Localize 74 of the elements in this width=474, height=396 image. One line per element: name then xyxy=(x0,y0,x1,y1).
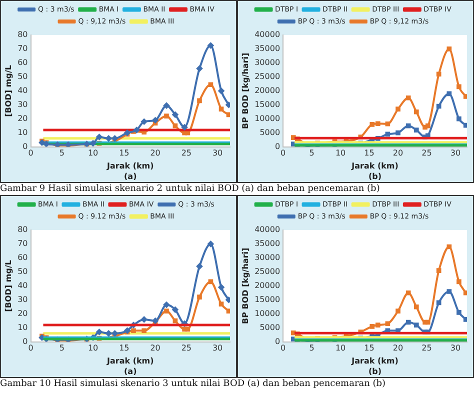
x-axis-title: Jarak (km) xyxy=(106,161,154,170)
y-tick-label: 20000 xyxy=(254,86,280,95)
y-tick-label: 40000 xyxy=(254,30,280,40)
x-tick-label: 20 xyxy=(392,148,404,158)
x-tick-label: 20 xyxy=(150,148,160,158)
y-tick-label: 0 xyxy=(274,142,280,151)
y-tick-label: 10000 xyxy=(254,308,280,318)
x-tick-label: 30 xyxy=(450,148,461,158)
y-tick-label: 50 xyxy=(18,72,28,82)
x-tick-label: 5 xyxy=(59,344,64,353)
y-tick-label: 60 xyxy=(18,253,28,262)
y-tick-label: 0 xyxy=(22,336,28,346)
x-tick-label: 25 xyxy=(422,344,432,353)
x-tick-label: 30 xyxy=(212,148,223,158)
y-tick-label: 5000 xyxy=(260,322,280,332)
text: (b) xyxy=(368,367,382,376)
y-tick-label: 15000 xyxy=(254,100,280,109)
x-tick-label: 5 xyxy=(59,148,64,158)
x-tick-label: 25 xyxy=(422,148,432,158)
y-axis-title: BP BOD [kg/hari] xyxy=(240,52,250,129)
text: (a) xyxy=(124,172,137,182)
x-tick-label: 25 xyxy=(181,148,192,158)
text: (b) xyxy=(368,172,382,182)
y-tick-label: 20000 xyxy=(254,280,280,290)
y-tick-label: 10000 xyxy=(254,114,280,123)
y-tick-label: 70 xyxy=(18,44,28,54)
y-tick-label: 0 xyxy=(22,142,28,151)
x-tick-label: 25 xyxy=(181,344,192,353)
x-tick-label: 15 xyxy=(364,344,374,353)
x-tick-label: 10 xyxy=(88,148,98,158)
y-tick-label: 0 xyxy=(274,336,280,346)
y-tick-label: 15000 xyxy=(254,294,280,304)
x-tick-label: 10 xyxy=(335,148,346,158)
y-tick-label: 5000 xyxy=(260,128,280,137)
y-tick-label: 10 xyxy=(18,322,28,332)
x-tick-label: 30 xyxy=(212,344,223,353)
y-axis-title: [BOD] mg/L xyxy=(4,65,13,117)
y-tick-label: 80 xyxy=(18,30,28,40)
x-tick-label: 15 xyxy=(119,344,130,353)
text: (a) xyxy=(124,367,137,376)
x-axis-title: Jarak (km) xyxy=(106,356,154,366)
y-tick-label: 25000 xyxy=(254,72,280,82)
x-tick-label: 30 xyxy=(450,344,461,353)
x-tick-label: 15 xyxy=(119,148,130,158)
y-axis-title: [BOD] mg/L xyxy=(4,260,13,312)
y-tick-label: 25000 xyxy=(254,267,280,276)
x-tick-label: 20 xyxy=(150,344,160,353)
x-axis-title: Jarak (km) xyxy=(350,161,398,170)
y-tick-label: 60 xyxy=(18,58,28,68)
y-tick-label: 30000 xyxy=(254,58,280,68)
y-tick-label: 80 xyxy=(18,225,28,234)
x-tick-label: 20 xyxy=(392,344,404,353)
y-tick-label: 40 xyxy=(18,86,28,95)
y-tick-label: 40000 xyxy=(254,225,280,234)
y-tick-label: 35000 xyxy=(254,239,280,248)
y-tick-label: 35000 xyxy=(254,44,280,54)
x-tick-label: 5 xyxy=(309,344,314,353)
y-tick-label: 20 xyxy=(18,308,28,318)
x-axis-title: Jarak (km) xyxy=(350,356,398,366)
x-tick-label: 10 xyxy=(88,344,98,353)
y-tick-label: 20 xyxy=(18,114,28,123)
x-tick-label: 5 xyxy=(309,148,314,158)
y-tick-label: 70 xyxy=(18,239,28,248)
text: Gambar 9 Hasil simulasi skenario 2 untuk nilai BOD (a) dan beban pencemaran (b) xyxy=(0,183,381,195)
x-tick-label: 10 xyxy=(335,344,346,353)
y-tick-label: 30 xyxy=(18,100,28,109)
y-axis-title: BP BOD [kg/hari] xyxy=(240,248,250,324)
y-tick-label: 10 xyxy=(18,128,28,137)
y-tick-label: 30000 xyxy=(254,253,280,262)
x-tick-label: 15 xyxy=(364,148,374,158)
text: Gambar 10 Hasil simulasi skenario 3 untuk nilai BOD (a) dan beban pencemaran (b) xyxy=(0,378,387,390)
y-tick-label: 40 xyxy=(18,280,28,290)
y-tick-label: 50 xyxy=(18,267,28,276)
y-tick-label: 30 xyxy=(18,294,28,304)
